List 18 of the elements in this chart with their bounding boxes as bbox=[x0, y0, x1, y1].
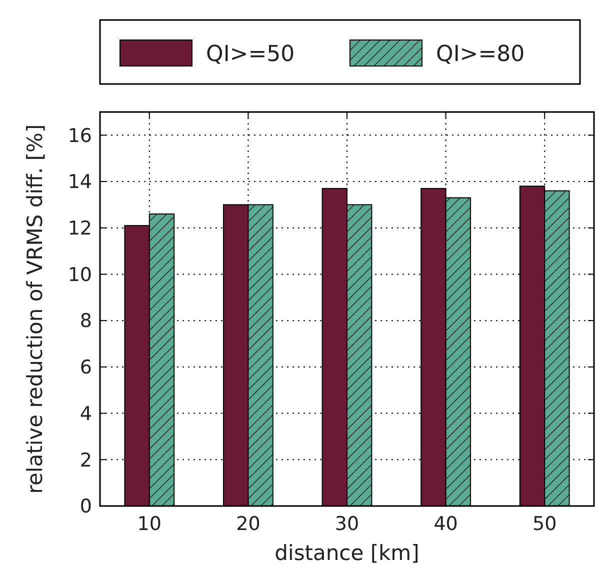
x-tick-label: 20 bbox=[236, 513, 260, 535]
legend-label: QI>=50 bbox=[206, 42, 295, 67]
y-tick-label: 10 bbox=[68, 264, 92, 286]
legend-label: QI>=80 bbox=[436, 42, 525, 67]
x-tick-label: 40 bbox=[434, 513, 458, 535]
y-tick-label: 4 bbox=[80, 402, 92, 425]
x-axis-title: distance [km] bbox=[274, 541, 420, 565]
x-tick-label: 10 bbox=[137, 513, 162, 535]
y-tick-label: 14 bbox=[68, 171, 92, 194]
y-tick-label: 6 bbox=[80, 356, 92, 379]
y-tick-label: 16 bbox=[68, 124, 92, 147]
x-tick-label: 50 bbox=[532, 513, 557, 535]
y-tick-label: 8 bbox=[80, 310, 92, 332]
y-tick-label: 0 bbox=[80, 496, 92, 518]
x-tick-label: 30 bbox=[334, 513, 360, 535]
y-tick-label: 2 bbox=[80, 449, 92, 472]
y-tick-label: 12 bbox=[68, 218, 92, 240]
y-axis-title: relative reduction of VRMS diff. [%] bbox=[23, 124, 47, 494]
